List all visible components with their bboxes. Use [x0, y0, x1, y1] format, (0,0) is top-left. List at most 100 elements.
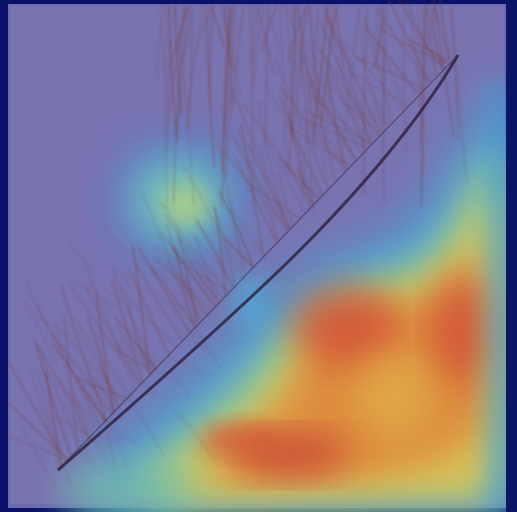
streak	[339, 5, 361, 166]
streak	[87, 314, 116, 412]
streak	[278, 90, 314, 205]
streak	[25, 300, 57, 364]
streak	[280, 5, 287, 176]
streak	[7, 359, 68, 463]
streak	[129, 356, 156, 398]
streak	[63, 315, 79, 452]
streak	[365, 75, 383, 132]
streak	[82, 259, 137, 391]
streak	[168, 5, 178, 142]
streak	[249, 5, 254, 208]
streak	[38, 374, 62, 469]
streak	[156, 5, 167, 78]
streak	[64, 265, 103, 299]
streak	[327, 74, 346, 171]
streak	[160, 295, 195, 338]
streak	[84, 284, 142, 385]
streak	[439, 0, 451, 61]
streak	[368, 83, 390, 125]
streak	[75, 375, 129, 399]
streak	[67, 279, 118, 310]
streak	[433, 0, 450, 62]
streak	[375, 8, 430, 83]
streak	[286, 5, 308, 62]
streak	[303, 55, 336, 182]
streak	[159, 5, 170, 123]
streak	[176, 5, 188, 135]
streak	[251, 5, 260, 66]
streak	[449, 5, 468, 182]
streak	[433, 5, 455, 139]
streak	[305, 43, 372, 144]
streak	[285, 5, 294, 140]
streak	[364, 25, 419, 95]
streak	[336, 57, 366, 150]
streak	[278, 172, 293, 226]
streak	[140, 190, 196, 328]
streak-layer	[5, 0, 468, 490]
streak	[115, 349, 155, 372]
streak	[217, 140, 247, 275]
streak	[426, 5, 435, 50]
streak	[96, 342, 132, 396]
streak	[340, 39, 404, 110]
heat-layer	[60, 80, 510, 512]
streak	[122, 271, 146, 300]
streak	[279, 85, 346, 172]
streak	[289, 56, 355, 161]
streak	[264, 81, 323, 196]
streak	[209, 5, 215, 105]
streak	[23, 306, 74, 341]
streak	[61, 417, 99, 444]
diagonal-line	[57, 54, 460, 472]
streak	[409, 1, 421, 92]
streak	[265, 5, 269, 146]
streak	[189, 307, 210, 355]
streak	[225, 239, 254, 268]
streak	[224, 184, 245, 277]
streak	[288, 5, 297, 172]
streak	[424, 0, 443, 69]
streak	[166, 222, 202, 323]
streak	[337, 96, 381, 134]
streak	[170, 246, 216, 308]
streak	[64, 401, 89, 441]
streak	[60, 285, 107, 422]
streak	[85, 363, 108, 421]
streak	[339, 65, 408, 106]
streak	[308, 5, 323, 121]
streak	[176, 238, 220, 303]
streak	[51, 342, 107, 423]
streak	[164, 251, 230, 293]
streak	[176, 408, 199, 436]
streak	[285, 93, 311, 208]
streak	[232, 5, 245, 105]
streak	[182, 164, 243, 279]
streak	[205, 5, 215, 167]
streak	[95, 292, 114, 415]
streak	[145, 263, 175, 286]
streak	[305, 70, 357, 160]
streak	[25, 279, 54, 341]
streak	[123, 388, 166, 459]
streak	[114, 317, 157, 370]
streak	[122, 325, 155, 354]
streak	[165, 5, 168, 210]
streak	[5, 435, 69, 462]
streak	[163, 213, 223, 300]
streak	[133, 259, 184, 342]
streak	[424, 17, 436, 76]
streak	[78, 323, 94, 345]
streak	[240, 124, 264, 257]
streak	[405, 0, 438, 75]
streak	[195, 219, 234, 289]
streak	[297, 5, 315, 134]
streak	[173, 5, 183, 117]
streak	[235, 158, 278, 243]
streak	[155, 244, 208, 316]
streak	[89, 282, 133, 345]
streak	[301, 117, 367, 149]
streak	[132, 244, 151, 376]
streak	[217, 190, 254, 268]
